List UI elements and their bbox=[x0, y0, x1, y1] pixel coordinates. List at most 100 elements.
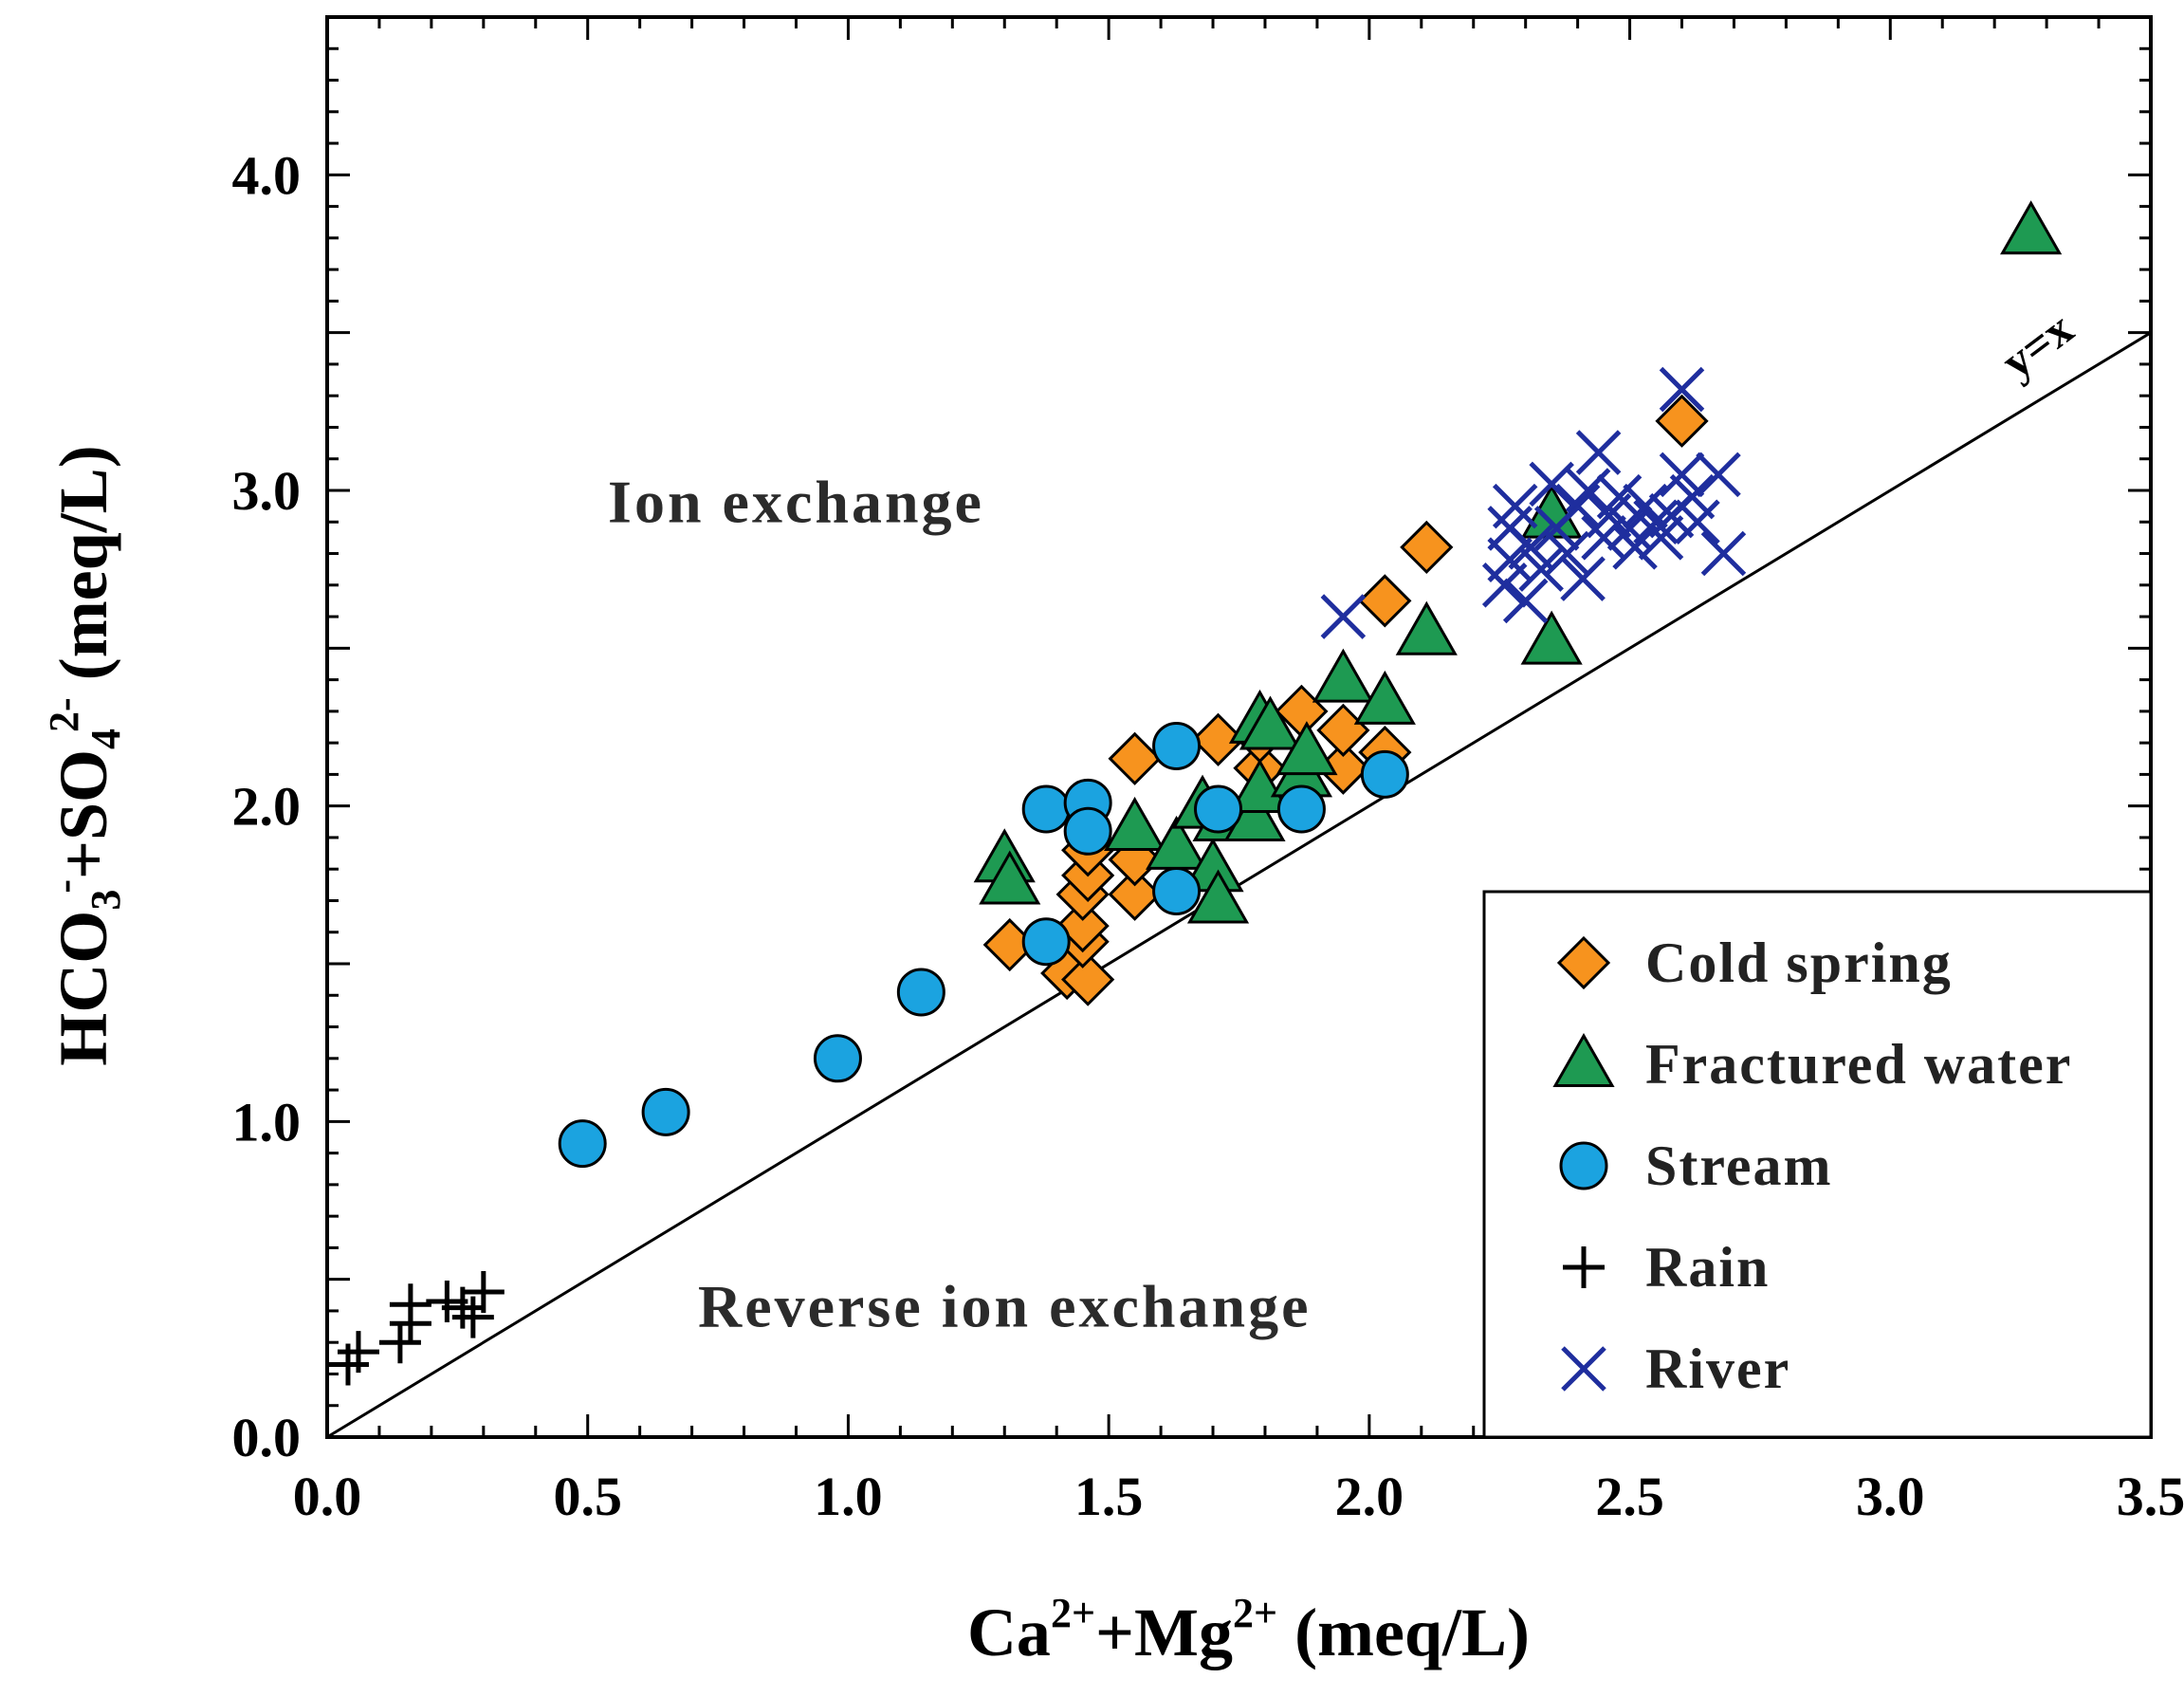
x-tick-label: 3.0 bbox=[1856, 1466, 1925, 1527]
cold-spring-point bbox=[1358, 574, 1412, 628]
stream-point bbox=[1360, 749, 1409, 799]
stream-point bbox=[896, 968, 945, 1017]
y-title-superscript: - bbox=[41, 879, 87, 894]
fractured-water-point bbox=[1186, 869, 1250, 924]
y-tick-label: 2.0 bbox=[232, 776, 302, 838]
rain-point bbox=[337, 1331, 379, 1374]
region-labels: Ion exchange Reverse ion exchange bbox=[608, 468, 1312, 1340]
fractured-water-point bbox=[979, 850, 1041, 905]
x-tick-label: 1.5 bbox=[1074, 1466, 1144, 1527]
x-tick-label: 0.5 bbox=[553, 1466, 622, 1527]
legend-marker-rain bbox=[1563, 1246, 1605, 1288]
legend-marker-river bbox=[1561, 1346, 1606, 1392]
fractured-water-point bbox=[1239, 695, 1302, 750]
reference-line-label: y=x bbox=[1991, 302, 2083, 389]
series-fractured-water bbox=[973, 200, 2063, 924]
river-point bbox=[1320, 594, 1367, 639]
stream-point bbox=[1021, 917, 1071, 967]
river-point bbox=[1544, 530, 1590, 577]
x-title-part: +Mg bbox=[1095, 1595, 1233, 1670]
plot-frame bbox=[325, 15, 2153, 1439]
stream-point bbox=[1021, 784, 1071, 834]
cold-spring-point bbox=[1061, 952, 1115, 1006]
river-point bbox=[1575, 430, 1622, 475]
x-tick-label: 3.5 bbox=[2117, 1466, 2184, 1527]
y-title-subscript: 4 bbox=[83, 729, 129, 749]
river-point bbox=[1487, 537, 1532, 582]
fractured-water-point bbox=[1353, 670, 1416, 725]
y-axis-title: HCO3-+SO42- (meq/L) bbox=[41, 445, 129, 1065]
legend-label-stream: Stream bbox=[1645, 1134, 1833, 1197]
x-axis-title: Ca2++Mg2+ (meq/L) bbox=[967, 1590, 1530, 1670]
legend-label-fractured-water: Fractured water bbox=[1645, 1033, 2072, 1096]
data-points-layer bbox=[326, 200, 2063, 1386]
rain-point bbox=[451, 1296, 494, 1338]
fractured-water-point bbox=[1395, 600, 1458, 655]
y-title-part: +SO bbox=[46, 749, 121, 879]
x-title-superscript: 2+ bbox=[1051, 1590, 1095, 1636]
rain-point bbox=[462, 1270, 505, 1313]
x-tick-label: 1.0 bbox=[814, 1466, 883, 1527]
cold-spring-point bbox=[1655, 394, 1709, 448]
river-point bbox=[1696, 452, 1741, 498]
river-point bbox=[1675, 499, 1720, 545]
y-title-part: HCO bbox=[46, 911, 121, 1066]
rain-point bbox=[378, 1321, 421, 1364]
region-label: Reverse ion exchange bbox=[698, 1273, 1312, 1340]
river-point bbox=[1518, 546, 1564, 592]
x-title-part: Ca bbox=[967, 1595, 1051, 1670]
y-tick-label: 4.0 bbox=[232, 144, 302, 206]
river-point bbox=[1492, 483, 1538, 529]
river-point bbox=[1560, 556, 1606, 601]
fractured-water-point bbox=[1312, 648, 1374, 703]
legend-marker-fractured-water bbox=[1552, 1032, 1615, 1087]
river-point bbox=[1565, 468, 1611, 513]
x-title-part: (meq/L) bbox=[1277, 1595, 1530, 1670]
cold-spring-point bbox=[1055, 898, 1110, 953]
legend-marker-stream bbox=[1559, 1141, 1608, 1190]
river-point bbox=[1659, 366, 1705, 413]
fractured-water-point bbox=[1520, 610, 1583, 665]
stream-point bbox=[813, 1034, 862, 1083]
fractured-water-point bbox=[1276, 721, 1338, 776]
legend-label-river: River bbox=[1645, 1337, 1790, 1400]
cold-spring-point bbox=[1108, 867, 1162, 921]
y-tick-label: 0.0 bbox=[232, 1407, 302, 1468]
y-title-subscript: 3 bbox=[83, 890, 129, 911]
x-title-superscript: 2+ bbox=[1233, 1590, 1277, 1636]
river-point bbox=[1529, 461, 1574, 507]
x-tick-label: 2.0 bbox=[1335, 1466, 1404, 1527]
series-rain bbox=[326, 1270, 505, 1386]
stream-point bbox=[1152, 721, 1202, 770]
cold-spring-point bbox=[1400, 520, 1454, 575]
cold-spring-point bbox=[1191, 712, 1245, 766]
stream-point bbox=[1063, 806, 1112, 856]
stream-point bbox=[558, 1119, 607, 1169]
river-point bbox=[1596, 473, 1643, 520]
legend-label-cold-spring: Cold spring bbox=[1645, 932, 1953, 994]
axes-layer: 0.0 0.5 1.0 1.5 2.0 2.5 3.0 3.5 0.0 1.0 2.0 3.0 4.0 C… bbox=[41, 15, 2184, 1670]
plot-frame-layer bbox=[325, 15, 2153, 1439]
river-point bbox=[1508, 525, 1553, 570]
river-point bbox=[1606, 506, 1653, 551]
stream-point bbox=[1276, 784, 1326, 834]
fractured-water-point bbox=[2000, 200, 2063, 255]
series-river bbox=[1320, 366, 1747, 639]
stream-point bbox=[641, 1087, 690, 1136]
stream-point bbox=[1152, 866, 1202, 915]
y-title-part: (meq/L) bbox=[46, 445, 121, 697]
legend: Cold spring Fractured water Stream Rain Rive… bbox=[1482, 890, 2153, 1439]
legend-label-rain: Rain bbox=[1645, 1236, 1770, 1299]
legend-marker-cold-spring bbox=[1556, 935, 1611, 990]
fractured-water-point bbox=[1104, 796, 1166, 851]
river-point bbox=[1638, 515, 1684, 561]
stream-point bbox=[1194, 784, 1243, 834]
river-point bbox=[1502, 578, 1549, 624]
cold-spring-point bbox=[1108, 731, 1162, 785]
river-point bbox=[1633, 499, 1679, 545]
y-tick-label: 3.0 bbox=[232, 460, 302, 522]
y-tick-label: 1.0 bbox=[232, 1091, 302, 1153]
river-point bbox=[1659, 452, 1705, 498]
x-tick-label: 0.0 bbox=[293, 1466, 362, 1527]
